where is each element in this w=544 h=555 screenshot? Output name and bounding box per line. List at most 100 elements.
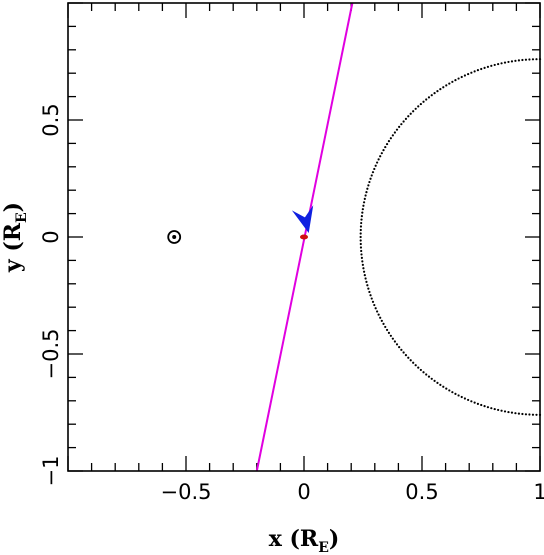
magnetopause-dot xyxy=(422,100,425,103)
magnetopause-dot xyxy=(470,400,473,403)
magnetopause-dot xyxy=(400,123,403,126)
magnetopause-dot xyxy=(493,407,496,411)
x-tick-label: 0 xyxy=(297,480,310,504)
magnetopause-dot xyxy=(387,331,391,334)
magnetopause-dot xyxy=(480,67,483,71)
magnetopause-dot xyxy=(476,402,480,405)
magnetopause-dot xyxy=(379,316,382,319)
magnetopause-dot xyxy=(389,334,392,337)
x-tick-label: −0.5 xyxy=(161,480,212,504)
magnetopause-dot xyxy=(407,115,410,118)
magnetopause-dot xyxy=(371,171,375,174)
magnetopause-dot xyxy=(500,62,503,65)
magnetopause-dot xyxy=(364,277,367,280)
magnetopause-dot xyxy=(433,92,436,95)
magnetopause-dot xyxy=(436,89,439,93)
magnetopause-dot xyxy=(524,413,528,416)
markers-layer xyxy=(167,205,314,244)
magnetopause-dot xyxy=(360,249,363,253)
magnetopause-dot xyxy=(374,307,377,310)
magnetopause-dot xyxy=(370,297,373,300)
magnetopause-dot xyxy=(404,354,408,357)
magnetopause-dot xyxy=(359,239,362,242)
magnetopause-dot xyxy=(385,142,389,146)
magnetopause-dot xyxy=(486,406,490,409)
magnetopause-dot xyxy=(373,303,376,307)
magnetopause-dot xyxy=(402,351,405,354)
magnetopause-dot xyxy=(460,395,463,399)
magnetopause-dot xyxy=(430,377,433,380)
magnetopause-dot xyxy=(361,263,364,266)
magnetopause-dot xyxy=(503,410,507,413)
y-tick-label: 0 xyxy=(39,230,63,243)
magnetopause-dot xyxy=(531,413,535,416)
magnetopause-dot xyxy=(436,381,439,385)
magnetopause-dot xyxy=(531,58,535,61)
plot-frame xyxy=(67,2,541,472)
magnetopause-dot xyxy=(510,60,514,63)
magnetopause-dot xyxy=(490,64,493,67)
magnetopause-dot xyxy=(414,107,417,110)
magnetopause-dot xyxy=(363,274,366,277)
magnetopause-dot xyxy=(376,161,379,164)
magnetopause-dot xyxy=(368,290,371,294)
magnetopause-dot xyxy=(393,340,396,343)
x-axis-label-sub: E xyxy=(318,540,329,555)
y-tick-label: −1 xyxy=(39,456,63,487)
magnetopause-dot xyxy=(457,77,460,80)
magnetopause-dot xyxy=(439,88,442,91)
spacecraft-position-marker xyxy=(300,234,308,240)
magnetopause-dot xyxy=(362,201,366,204)
magnetopause-dot xyxy=(417,105,420,108)
magnetopause-dot xyxy=(497,62,500,66)
magnetopause-dot xyxy=(497,408,500,412)
magnetopause-dot xyxy=(393,131,396,134)
magnetopause-dot xyxy=(373,167,376,171)
magnetopause-dot xyxy=(359,232,362,235)
magnetopause-dot xyxy=(387,140,391,143)
magnetopause-dot xyxy=(412,110,415,113)
magnetopause-dot xyxy=(419,368,422,372)
magnetopause-dot xyxy=(398,345,401,349)
magnetopause-dot xyxy=(359,228,362,232)
magnetopause-dot xyxy=(425,373,428,376)
magnetopause-dot xyxy=(376,310,379,313)
magnetopause-dot xyxy=(535,413,538,416)
y-axis-label: y (RE) xyxy=(0,202,30,273)
magnetopause-dot xyxy=(360,221,363,225)
magnetopause-dot xyxy=(510,411,514,414)
magnetopause-dot xyxy=(360,218,363,221)
magnetopause-dot xyxy=(460,75,463,79)
y-axis-label-sub: E xyxy=(14,212,30,223)
y-tick-label: −0.5 xyxy=(39,329,63,380)
magnetopause-dot xyxy=(486,65,490,68)
magnetopause-dot xyxy=(454,392,457,395)
magnetopause-dot xyxy=(400,348,403,351)
magnetopause-dot xyxy=(490,407,493,410)
y-axis-label-suffix: ) xyxy=(0,202,26,212)
magnetopause-dot xyxy=(507,60,510,64)
y-tick-labels: −1 −0.5 0 0.5 xyxy=(39,103,63,486)
magnetopause-dot xyxy=(507,410,510,414)
magnetopause-dot xyxy=(451,80,454,83)
magnetopause-dot xyxy=(377,158,380,161)
magnetopause-dot xyxy=(419,102,422,106)
magnetopause-dot xyxy=(448,82,451,85)
magnetopause-dot xyxy=(500,409,503,412)
magnetopause-dot xyxy=(384,145,387,149)
x-axis-label-suffix: ) xyxy=(329,526,339,552)
magnetopause-dot xyxy=(483,405,486,408)
magnetopause-dot xyxy=(414,364,417,367)
magnetopause-dot xyxy=(517,59,521,62)
magnetopause-dot xyxy=(442,385,445,388)
magnetopause-dot xyxy=(463,74,467,77)
magnetopause-dot xyxy=(430,94,433,97)
magnetopause-dot xyxy=(528,413,531,416)
magnetopause-dot xyxy=(454,79,457,82)
x-tick-label: 0.5 xyxy=(405,480,438,504)
magnetopause-dot xyxy=(463,397,467,400)
x-tick-label: 1 xyxy=(533,480,544,504)
magnetopause-dot xyxy=(470,71,473,74)
magnetopause-dot xyxy=(407,356,410,359)
magnetopause-dot xyxy=(382,322,385,325)
